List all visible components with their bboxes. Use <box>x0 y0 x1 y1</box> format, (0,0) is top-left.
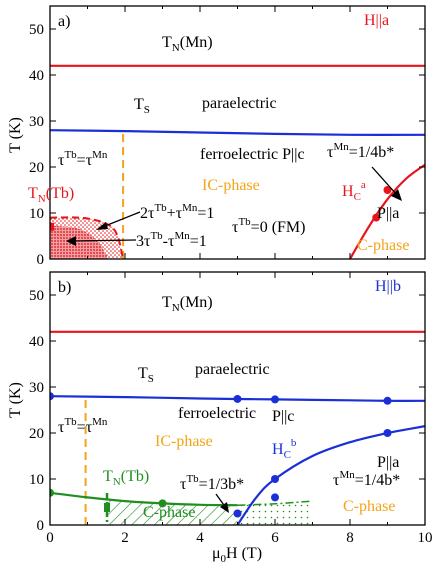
c-phase-label: C-phase <box>357 237 409 254</box>
tau-tb-label: τTb=1/3b* <box>180 473 244 493</box>
tn-tb-errorbar <box>104 493 110 522</box>
data-point <box>233 509 242 518</box>
data-point <box>372 213 381 222</box>
c-phase-label: C-phase <box>343 498 395 515</box>
data-point <box>158 499 167 508</box>
data-point <box>271 475 279 483</box>
panel-b-ylabel: T (K) <box>7 382 24 418</box>
panel-a: 0 10 20 30 40 50 T (K) a) H||a TN(Mn) TS para… <box>7 5 426 268</box>
tau-equal-label: τTb=τMn <box>58 416 108 436</box>
tn-tb-label: TN(Tb) <box>103 468 149 488</box>
y-tick-label: 30 <box>29 380 44 396</box>
y-tick-label: 0 <box>37 252 45 268</box>
panel-b-plot-area <box>50 330 425 525</box>
p-c-label: P||c <box>272 408 294 425</box>
panel-a-points <box>50 186 392 231</box>
y-tick-label: 20 <box>29 160 44 176</box>
ts-label: TS <box>138 365 154 385</box>
x-axis-label: μ0H (T) <box>212 545 262 565</box>
field-direction-label: H||b <box>375 278 401 295</box>
field-direction-label: H||a <box>364 12 389 29</box>
data-point <box>383 429 392 437</box>
ts-line <box>50 129 425 136</box>
data-point <box>383 186 392 194</box>
hc-a-line <box>349 163 425 259</box>
panel-a-label: a) <box>58 13 70 30</box>
ts-line <box>50 395 425 402</box>
tn-tb-line <box>50 491 238 507</box>
c-phase-dotted-region <box>237 501 313 525</box>
ic-phase-label: IC-phase <box>202 177 260 194</box>
tau-mn-label: τMn=1/4b* <box>333 469 400 489</box>
paraelectric-label: paraelectric <box>202 95 277 112</box>
ferroelectric-label: ferroelectric <box>178 405 256 422</box>
y-tick-label: 50 <box>29 288 44 304</box>
tn-mn-label: TN(Mn) <box>162 34 213 54</box>
tn-tb-label: TN(Tb) <box>28 185 74 205</box>
c-phase-dashdot-line <box>237 500 313 506</box>
ferroelectric-label: ferroelectric P||c <box>200 146 305 163</box>
y-tick-label: 30 <box>29 114 44 130</box>
p-a-label: P||a <box>377 205 399 222</box>
panel-a-ylabel: T (K) <box>7 117 24 153</box>
tau-mn-label: τMn=1/4b* <box>327 141 394 161</box>
y-tick-label: 40 <box>29 334 44 350</box>
panel-b-ticks: 0 10 20 30 40 50 0 2 4 6 8 10 <box>29 272 433 546</box>
p-a-label: P||a <box>377 454 399 471</box>
y-tick-label: 0 <box>37 518 45 534</box>
hc-a-label: HCa <box>342 179 366 203</box>
data-point <box>50 488 54 497</box>
data-point <box>50 222 54 231</box>
c-phase-green-label: C-phase <box>143 504 195 521</box>
paraelectric-label: paraelectric <box>195 361 270 378</box>
y-tick-label: 10 <box>29 472 44 488</box>
panel-a-ticks: 0 10 20 30 40 50 <box>29 6 426 268</box>
y-tick-label: 10 <box>29 206 44 222</box>
ic-phase-label: IC-phase <box>155 433 213 450</box>
panel-b-label: b) <box>58 279 71 296</box>
data-point <box>383 396 392 405</box>
y-tick-label: 20 <box>29 426 44 442</box>
x-tick-label: 0 <box>46 530 54 546</box>
data-point <box>233 394 242 403</box>
x-tick-label: 2 <box>121 530 129 546</box>
tn-mn-label: TN(Mn) <box>162 294 213 314</box>
relation-arrows <box>66 211 141 246</box>
relation-3tau-label: 3τTb-τMn=1 <box>136 230 207 250</box>
data-point <box>271 395 279 404</box>
tau-equal-label: τTb=τMn <box>58 149 108 169</box>
hc-b-label: HCb <box>272 437 297 461</box>
x-tick-label: 4 <box>196 530 204 546</box>
tn-tb-dashed-line <box>50 216 125 259</box>
x-tick-label: 10 <box>418 530 433 546</box>
x-tick-label: 6 <box>271 530 279 546</box>
ts-label: TS <box>134 96 150 116</box>
x-tick-label: 8 <box>346 530 354 546</box>
tau-tb-arrow <box>215 493 229 513</box>
y-tick-label: 50 <box>29 22 44 38</box>
data-point <box>271 493 279 502</box>
data-point <box>50 392 54 401</box>
panel-b-points <box>50 392 392 518</box>
y-tick-label: 40 <box>29 68 44 84</box>
fm-tb-region-inner <box>50 225 109 259</box>
fm-label: τTb=0 (FM) <box>232 216 305 236</box>
relation-2tau-label: 2τTb+τMn=1 <box>140 202 214 222</box>
tau-mn-arrow <box>371 166 402 201</box>
